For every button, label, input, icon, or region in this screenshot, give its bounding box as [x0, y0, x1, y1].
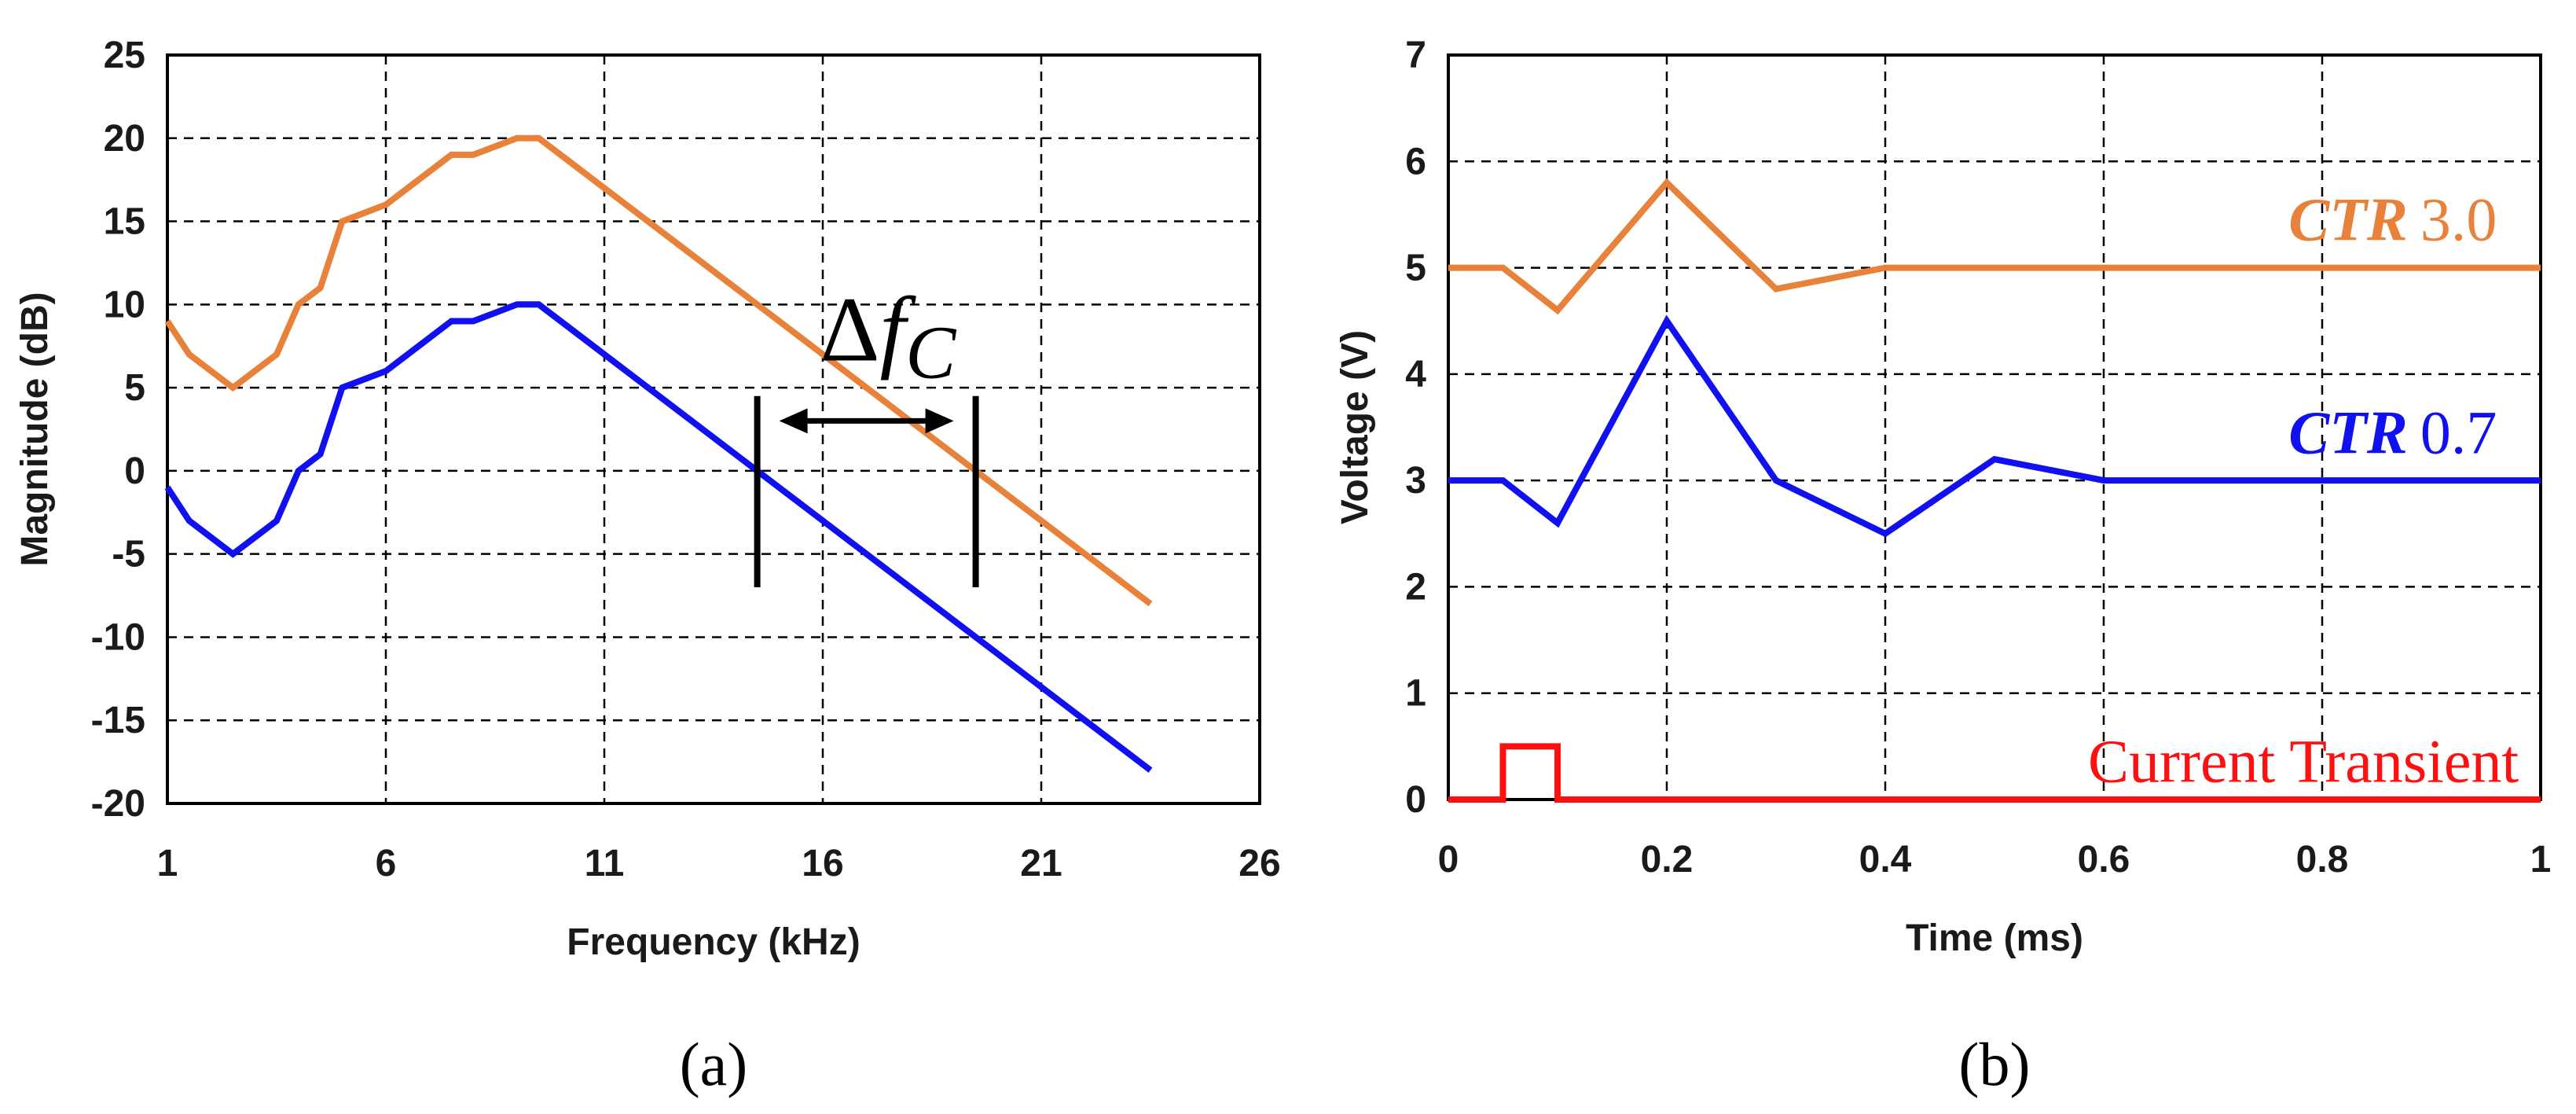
panel-b-caption: (b) [1959, 1030, 2031, 1098]
series-line-ctr-3-0 [1448, 178, 2541, 315]
y-tick-label: 0 [124, 450, 145, 492]
x-tick-label: 0.2 [1641, 839, 1693, 881]
series-line-current-transient [1448, 743, 2541, 803]
y-tick-label: 1 [1405, 673, 1426, 715]
x-tick-label: 0.6 [2078, 839, 2130, 881]
panel-b-series [1448, 178, 2541, 803]
x-tick-label: 0.4 [1859, 839, 1912, 881]
y-tick-label: -5 [112, 534, 145, 575]
y-tick-label: -20 [91, 783, 145, 825]
panel-b-series-labels: CTR 3.0 CTR 0.7 Current Transient [2088, 186, 2519, 796]
x-tick-label: 11 [585, 843, 625, 884]
y-tick-label: 3 [1405, 460, 1426, 502]
y-tick-label: 20 [104, 118, 145, 160]
y-tick-label: 6 [1405, 141, 1426, 182]
x-tick-label: 1 [157, 843, 178, 884]
series-line-blue [164, 301, 1153, 773]
x-tick-label: 6 [376, 843, 397, 884]
x-tick-label: 0 [1438, 839, 1459, 881]
panel-a-plot-frame [166, 53, 1261, 805]
y-tick-label: 10 [104, 284, 145, 325]
ctr-0-7-label: CTR 0.7 [2288, 398, 2497, 466]
panel-b-y-ticks: 7 6 5 4 3 2 1 0 [1405, 35, 1426, 821]
panel-a-x-ticks: 1 6 11 16 21 26 [157, 843, 1281, 884]
y-tick-label: -15 [91, 700, 145, 741]
x-tick-label: 26 [1238, 843, 1280, 884]
delta-fc-annotation: ΔfC [754, 278, 979, 587]
y-tick-label: 25 [104, 35, 145, 76]
y-tick-label: -10 [91, 616, 145, 658]
panel-b-y-axis-label: Voltage (V) [1334, 330, 1376, 524]
x-tick-label: 0.8 [2296, 839, 2349, 881]
panel-a-series [164, 134, 1153, 773]
y-tick-label: 4 [1405, 354, 1426, 395]
ctr-3-0-label-ctr: CTR [2288, 186, 2408, 254]
y-tick-label: 7 [1405, 35, 1426, 76]
panel-a-x-axis-label: Frequency (kHz) [567, 921, 860, 963]
y-tick-label: 0 [1405, 779, 1426, 821]
c-subscript: C [905, 311, 956, 395]
delta-fc-label: ΔfC [820, 278, 957, 395]
panel-b-x-axis-label: Time (ms) [1906, 917, 2083, 959]
y-tick-label: 2 [1405, 566, 1426, 608]
x-tick-label: 16 [802, 843, 843, 884]
ctr-3-0-label-value: 3.0 [2420, 186, 2497, 254]
current-transient-label: Current Transient [2088, 726, 2519, 795]
panel-a-caption: (a) [680, 1030, 748, 1098]
y-tick-label: 5 [1405, 248, 1426, 289]
ctr-3-0-label: CTR 3.0 [2288, 186, 2497, 254]
delta-symbol: Δ [820, 278, 880, 381]
series-line-ctr-0-7 [1448, 314, 2541, 538]
delta-fc-arrowhead-right [925, 408, 954, 434]
ctr-0-7-label-value: 0.7 [2420, 398, 2497, 466]
panel-a-y-ticks: 25 20 15 10 5 0 -5 -10 -15 -20 [91, 35, 145, 825]
ctr-0-7-label-ctr: CTR [2288, 398, 2408, 466]
y-tick-label: 15 [104, 201, 145, 243]
x-tick-label: 1 [2530, 839, 2552, 881]
delta-fc-arrowhead-left [779, 408, 808, 434]
y-tick-label: 5 [124, 367, 145, 409]
panel-a-y-axis-label: Magnitude (dB) [14, 292, 56, 566]
series-line-orange [164, 134, 1153, 607]
panel-b-x-ticks: 0 0.2 0.4 0.6 0.8 1 [1438, 839, 2552, 881]
x-tick-label: 21 [1020, 843, 1062, 884]
